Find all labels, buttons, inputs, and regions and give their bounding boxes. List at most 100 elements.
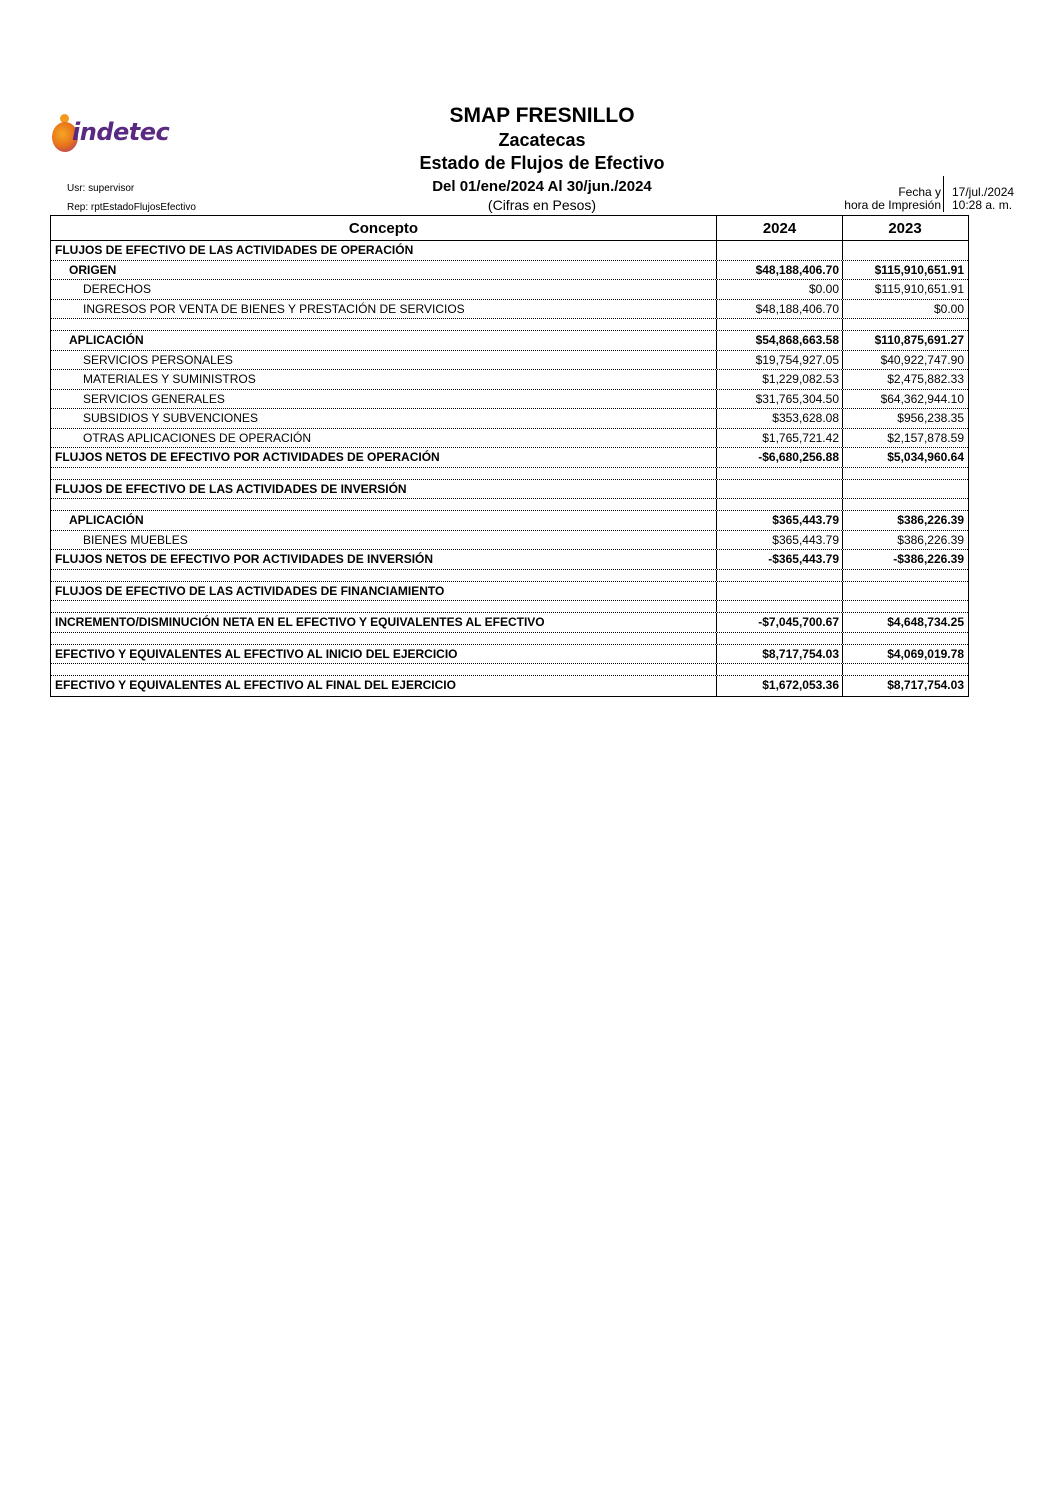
report-period: Del 01/ene/2024 Al 30/jun./2024: [432, 178, 652, 195]
concept-cell: FLUJOS NETOS DE EFECTIVO POR ACTIVIDADES…: [51, 448, 717, 467]
concept-cell: FLUJOS NETOS DE EFECTIVO POR ACTIVIDADES…: [51, 550, 717, 569]
logo-globe-icon: [52, 122, 78, 152]
value-2023-cell: $4,069,019.78: [887, 646, 964, 661]
table-row: ORIGEN $48,188,406.70 $115,910,651.91: [51, 260, 968, 280]
print-label-line1: Fecha y: [898, 185, 941, 199]
empty-cell: [51, 319, 717, 330]
empty-cell: [51, 569, 717, 581]
empty-cell: [51, 664, 717, 675]
empty-cell: [51, 499, 717, 510]
spacer-row: [51, 569, 968, 582]
concept-cell: INGRESOS POR VENTA DE BIENES Y PRESTACIÓ…: [51, 299, 717, 318]
spacer-row: [51, 319, 968, 331]
table-row: EFECTIVO Y EQUIVALENTES AL EFECTIVO AL F…: [51, 676, 968, 696]
table-row: MATERIALES Y SUMINISTROS $1,229,082.53 $2,…: [51, 370, 968, 390]
spacer-row: [51, 467, 968, 480]
empty-cell: [843, 664, 967, 675]
table-row: SERVICIOS GENERALES $31,765,304.50 $64,362…: [51, 389, 968, 409]
empty-cell: [717, 632, 843, 644]
table-row: APLICACIÓN $365,443.79 $386,226.39: [51, 511, 968, 531]
report-units: (Cifras en Pesos): [487, 197, 597, 213]
spacer-row: [51, 632, 968, 645]
entity-name: SMAP FRESNILLO: [449, 104, 635, 127]
print-divider: [943, 176, 944, 212]
concept-cell: FLUJOS DE EFECTIVO DE LAS ACTIVIDADES DE…: [51, 479, 717, 498]
value-2023-cell: $5,034,960.64: [887, 450, 964, 464]
empty-cell: [843, 601, 967, 612]
value-2024-cell: $19,754,927.05: [717, 350, 843, 369]
value-2023-cell: $64,362,944.10: [880, 391, 964, 406]
value-2024-cell: -$7,045,700.67: [717, 613, 843, 632]
concept-cell: SUBSIDIOS Y SUBVENCIONES: [51, 409, 717, 428]
concept-cell: APLICACIÓN: [51, 331, 717, 350]
table-row: SUBSIDIOS Y SUBVENCIONES $353,628.08 $956,…: [51, 409, 968, 429]
user-label: Usr: supervisor: [67, 183, 135, 194]
value-2023-cell: $40,922,747.90: [880, 352, 964, 367]
logo-text: indetec: [72, 118, 170, 146]
value-2024-cell: $54,868,663.58: [717, 331, 843, 350]
value-2023-cell: $4,648,734.25: [887, 615, 964, 629]
table-row: FLUJOS DE EFECTIVO DE LAS ACTIVIDADES DE…: [51, 581, 968, 601]
print-time: 10:28 a. m.: [952, 198, 1013, 212]
value-2024-cell: -$6,680,256.88: [717, 448, 843, 467]
empty-cell: [843, 570, 967, 581]
empty-cell: [717, 319, 843, 330]
concept-cell: SERVICIOS PERSONALES: [51, 350, 717, 369]
table-row: FLUJOS DE EFECTIVO DE LAS ACTIVIDADES DE…: [51, 241, 968, 261]
table-header: Concepto 2024 2023: [51, 216, 968, 241]
empty-cell: [717, 601, 843, 612]
table-body: FLUJOS DE EFECTIVO DE LAS ACTIVIDADES DE…: [51, 241, 968, 696]
empty-cell: [843, 468, 967, 479]
column-header-2024: 2024: [717, 216, 843, 240]
print-label: Fecha y hora de Impresión: [800, 186, 941, 212]
report-title: Estado de Flujos de Efectivo: [419, 153, 665, 173]
value-2024-cell: -$365,443.79: [717, 550, 843, 569]
empty-cell: [717, 499, 843, 510]
value-2024-cell: $1,765,721.42: [717, 428, 843, 447]
value-2023-cell: $2,157,878.59: [887, 430, 964, 445]
value-2023-cell: [843, 480, 967, 499]
value-2024-cell: $48,188,406.70: [717, 299, 843, 318]
concept-cell: EFECTIVO Y EQUIVALENTES AL EFECTIVO AL F…: [51, 676, 717, 696]
value-2024-cell: $48,188,406.70: [717, 260, 843, 279]
print-datetime: 17/jul./2024 10:28 a. m.: [952, 186, 1014, 212]
value-2023-cell: $8,717,754.03: [887, 678, 964, 692]
spacer-row: [51, 601, 968, 613]
empty-cell: [843, 633, 967, 644]
empty-cell: [843, 319, 967, 330]
value-2024-cell: $365,443.79: [717, 530, 843, 549]
value-2024-cell: $31,765,304.50: [717, 389, 843, 408]
column-header-2023: 2023: [888, 220, 922, 237]
concept-cell: ORIGEN: [51, 260, 717, 279]
value-2023-cell: $2,475,882.33: [887, 372, 964, 386]
spacer-row: [51, 499, 968, 511]
value-2024-cell: $353,628.08: [717, 409, 843, 428]
spacer-row: [51, 664, 968, 676]
empty-cell: [843, 499, 967, 510]
value-2024-cell: $0.00: [717, 280, 843, 299]
table-row: SERVICIOS PERSONALES $19,754,927.05 $40,92…: [51, 350, 968, 370]
empty-cell: [717, 569, 843, 581]
value-2023-cell: $386,226.39: [897, 532, 964, 547]
indetec-logo: indetec: [50, 112, 190, 156]
value-2024-cell: $8,717,754.03: [717, 644, 843, 663]
empty-cell: [51, 467, 717, 479]
concept-cell: BIENES MUEBLES: [51, 530, 717, 549]
logo-dot-icon: [60, 114, 69, 123]
print-date: 17/jul./2024: [952, 185, 1015, 199]
concept-cell: MATERIALES Y SUMINISTROS: [51, 370, 717, 389]
value-2023-cell: $0.00: [933, 301, 964, 316]
concept-cell: INCREMENTO/DISMINUCIÓN NETA EN EL EFECTI…: [51, 613, 717, 632]
concept-cell: EFECTIVO Y EQUIVALENTES AL EFECTIVO AL I…: [51, 644, 717, 663]
value-2023-cell: $386,226.39: [897, 513, 964, 527]
value-2023-cell: -$386,226.39: [893, 552, 964, 566]
table-row: OTRAS APLICACIONES DE OPERACIÓN $1,765,72…: [51, 428, 968, 448]
empty-cell: [717, 664, 843, 675]
table-row: EFECTIVO Y EQUIVALENTES AL EFECTIVO AL I…: [51, 644, 968, 664]
table-row: FLUJOS DE EFECTIVO DE LAS ACTIVIDADES DE…: [51, 479, 968, 499]
value-2024-cell: $365,443.79: [717, 511, 843, 530]
value-2024-cell: [717, 581, 843, 600]
concept-cell: SERVICIOS GENERALES: [51, 389, 717, 408]
value-2023-cell: $956,238.35: [897, 411, 964, 425]
